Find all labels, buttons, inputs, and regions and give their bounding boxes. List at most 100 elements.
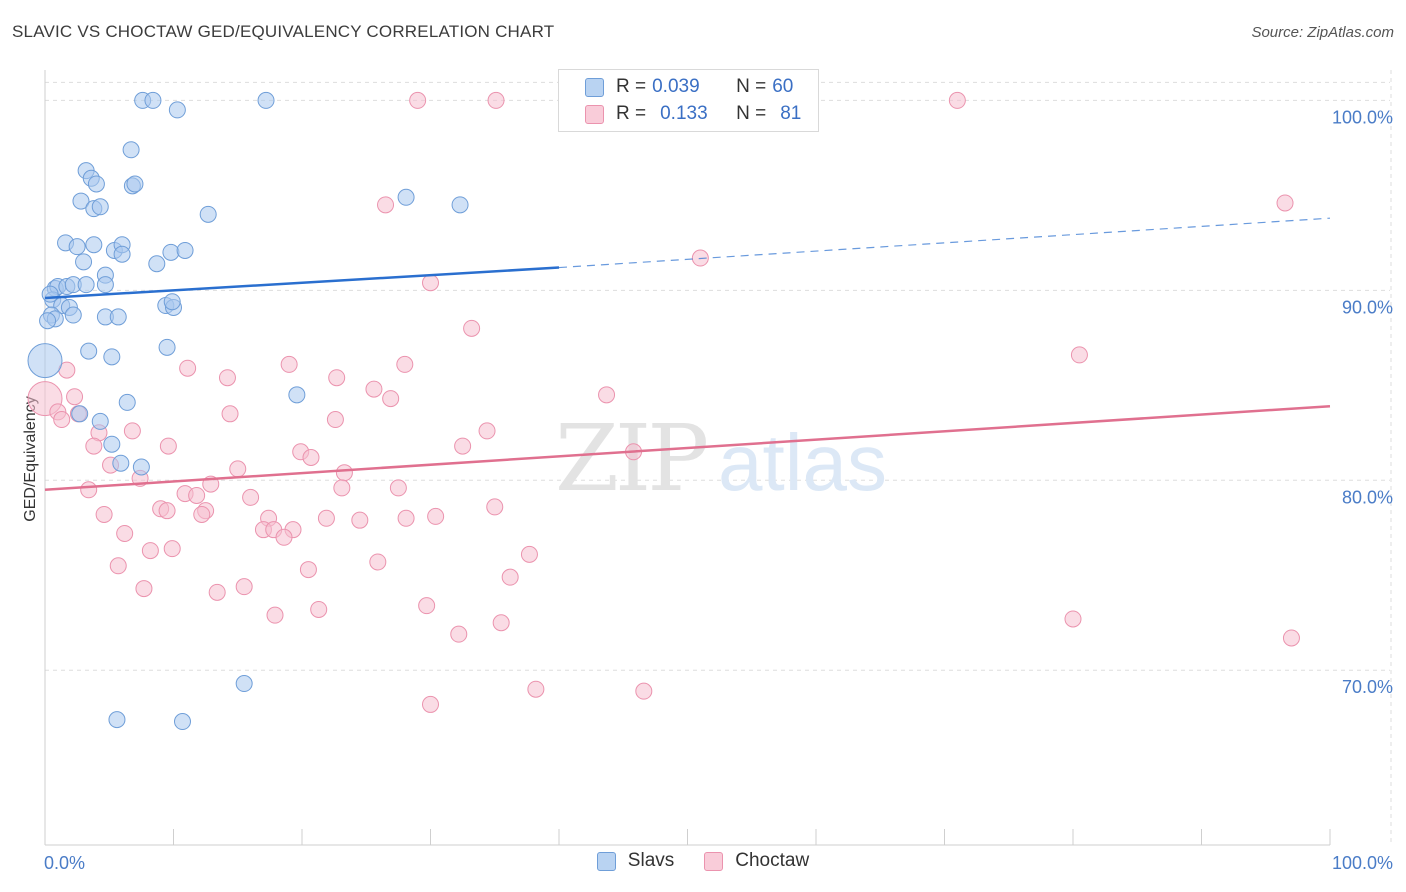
choctaw-point [326, 411, 344, 429]
choctaw-point [317, 509, 335, 527]
slavs-point [75, 253, 93, 271]
choctaw-point [409, 91, 427, 109]
choctaw-swatch [704, 851, 724, 871]
slavs-points [27, 91, 469, 731]
choctaw-point [389, 479, 407, 497]
legend-row-choctaw: R = 0.133 N = 81 [585, 102, 801, 126]
slavs-point [132, 458, 150, 476]
choctaw-point [527, 680, 545, 698]
slavs-point [85, 236, 103, 254]
choctaw-point [135, 580, 153, 598]
y-tick-label: 70.0% [1342, 677, 1393, 697]
trend-lines [44, 217, 1331, 492]
choctaw-point [478, 422, 496, 440]
series-legend: Slavs Choctaw [0, 850, 1406, 872]
choctaw-point [188, 486, 206, 504]
slavs-point [87, 175, 105, 193]
slavs-swatch [596, 851, 616, 871]
slavs-point [103, 435, 121, 453]
slavs-point [144, 91, 162, 109]
choctaw-point [450, 625, 468, 643]
choctaw-point [275, 528, 293, 546]
choctaw-point [487, 91, 505, 109]
choctaw-point [141, 542, 159, 560]
slavs-point [163, 293, 181, 311]
choctaw-point [179, 359, 197, 377]
choctaw-point [85, 437, 103, 455]
choctaw-points [27, 91, 1300, 713]
slavs-point [39, 312, 57, 330]
choctaw-point [310, 600, 328, 618]
y-tick-labels: 70.0% 80.0% 90.0% 100.0% [1332, 107, 1393, 697]
slavs-point [173, 713, 191, 731]
y-axis-label: GED/Equivalency [22, 396, 39, 521]
choctaw-point [158, 502, 176, 520]
axes [44, 70, 1331, 846]
watermark-atlas: atlas [718, 418, 887, 507]
slavs-point [91, 198, 109, 216]
choctaw-point [159, 437, 177, 455]
choctaw-point [80, 481, 98, 499]
choctaw-point [235, 578, 253, 596]
choctaw-point [598, 386, 616, 404]
slavs-point [112, 454, 130, 472]
slavs-point [235, 675, 253, 693]
choctaw-point [396, 355, 414, 373]
choctaw-point [221, 405, 239, 423]
slavs-point [118, 393, 136, 411]
x-tick-label-max: 100.0% [1332, 853, 1393, 873]
slavs-point [96, 276, 114, 294]
choctaw-point [422, 695, 439, 713]
watermark: ZIP atlas [555, 405, 887, 512]
choctaw-point [208, 583, 226, 601]
slavs-point [91, 412, 109, 430]
choctaw-point [635, 682, 653, 700]
slavs-point [109, 308, 127, 326]
choctaw-point [351, 511, 369, 529]
slavs-point [108, 711, 126, 729]
choctaw-point [218, 369, 236, 387]
choctaw-point [1064, 610, 1082, 628]
legend-r-label: R = [616, 76, 647, 97]
choctaw-point [492, 614, 510, 632]
slavs-point [68, 238, 86, 256]
choctaw-point [365, 380, 383, 398]
choctaw-point [463, 319, 481, 337]
slavs-point [176, 241, 194, 259]
choctaw-point [333, 479, 351, 497]
x-tick-label-min: 0.0% [44, 853, 85, 873]
slavs-point [199, 205, 217, 223]
choctaw-point [109, 557, 127, 575]
choctaw-point [123, 422, 141, 440]
choctaw-point [53, 411, 71, 429]
slavs-n-value: 60 [772, 76, 794, 97]
source-label: Source: ZipAtlas.com [1251, 24, 1394, 41]
choctaw-trend-line [44, 404, 1331, 492]
legend-row-slavs: R = 0.039 N = 60 [585, 75, 793, 99]
choctaw-point [242, 488, 260, 506]
choctaw-point [266, 606, 284, 624]
choctaw-point [116, 524, 134, 542]
correlation-legend: R = 0.039 N = 60 R = 0.133 N = 81 [558, 69, 819, 132]
legend-r-label: R = [616, 103, 647, 124]
slavs-point [72, 192, 90, 210]
legend-item-slavs[interactable]: Slavs [596, 850, 675, 872]
slavs-point [80, 342, 98, 360]
slavs-trend-extension [558, 217, 1331, 269]
choctaw-point [422, 274, 439, 292]
choctaw-point [1282, 629, 1300, 647]
slavs-point [397, 188, 415, 206]
choctaw-point [418, 597, 436, 615]
choctaw-swatch [585, 104, 604, 124]
x-tick-labels: 0.0% 100.0% [44, 853, 1393, 873]
slavs-trend-line [44, 266, 560, 300]
choctaw-point [280, 355, 298, 373]
choctaw-point [520, 545, 538, 563]
slavs-point [451, 196, 469, 214]
y-tick-label: 80.0% [1342, 487, 1393, 507]
slavs-point [257, 91, 275, 109]
choctaw-point [486, 498, 504, 516]
legend-item-choctaw[interactable]: Choctaw [704, 850, 809, 872]
choctaw-point [1070, 346, 1088, 364]
legend-label-slavs: Slavs [627, 850, 675, 871]
